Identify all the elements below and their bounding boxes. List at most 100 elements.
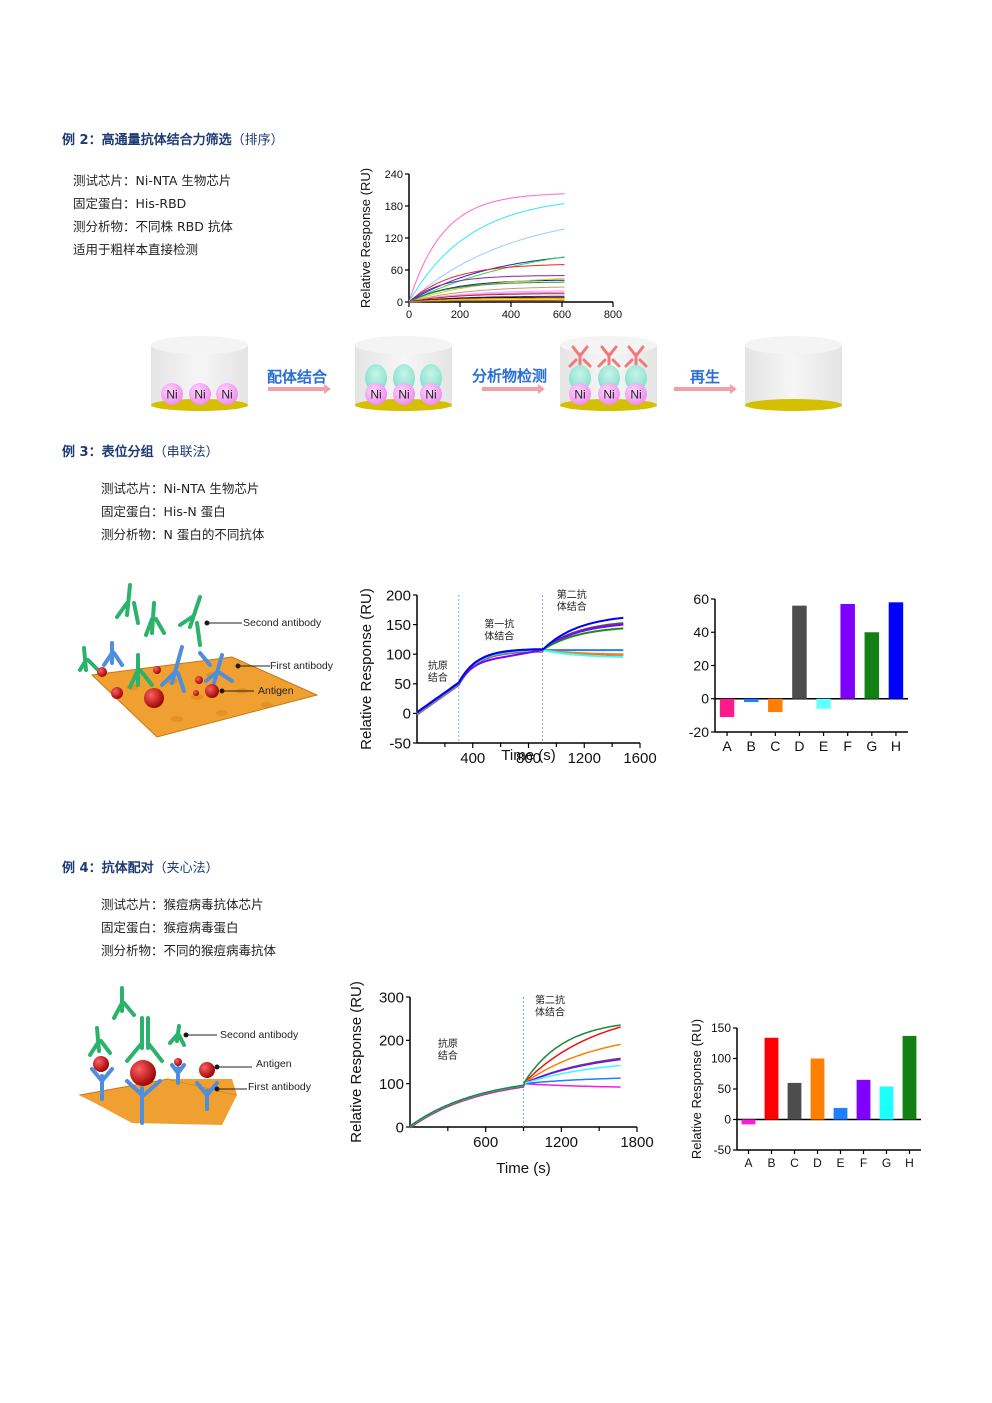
bar-H (888, 602, 904, 699)
second-antibody-icons (88, 986, 186, 1063)
bar-B (743, 698, 759, 703)
y-tick-label: 0 (724, 1113, 731, 1127)
example2-info: 测试芯片：Ni-NTA 生物芯片 固定蛋白：His-RBD 测分析物：不同株 R… (73, 169, 233, 261)
y-tick-label: 180 (385, 201, 403, 213)
phase-annotation: 抗原 (438, 1037, 458, 1050)
second-antibody-icons (78, 583, 202, 689)
x-tick-label: 400 (460, 750, 485, 767)
example4-title: 例 4：抗体配对（夹心法） (62, 857, 219, 876)
phase-annotation: 结合 (438, 1049, 458, 1062)
example2-title-main: 高通量抗体结合力筛选 (101, 133, 232, 148)
bar-F (840, 603, 855, 699)
y-tick-label: 240 (385, 169, 403, 181)
y-tick-label: 50 (394, 676, 411, 693)
x-tick-label: A (722, 738, 732, 754)
series-line-H (416, 616, 624, 714)
series-line-A (416, 649, 624, 716)
series-line-F (416, 623, 624, 714)
chip-cylinder-3: Ni Ni Ni (560, 336, 657, 411)
example4-sensorgram-chart: 0 100 200 300 600 1200 1800 Relative Response (… (348, 982, 654, 1177)
example2-title: 例 2：高通量抗体结合力筛选（排序） (62, 129, 284, 148)
x-tick-label: B (747, 738, 756, 754)
y-tick-label: 100 (379, 1076, 404, 1093)
y-tick-label: 0 (397, 297, 403, 309)
x-tick-label: 600 (553, 309, 571, 321)
phase-annotation: 体结合 (557, 600, 587, 613)
ni-label: Ni (194, 388, 205, 402)
ni-label: Ni (370, 388, 381, 402)
example4-title-sub: （夹心法） (153, 861, 219, 876)
example3-title-sub: （串联法） (153, 445, 219, 460)
y-tick-label: 0 (403, 706, 411, 723)
x-tick-label: 1600 (623, 750, 656, 767)
example2-title-prefix: 例 2： (62, 133, 102, 148)
antibody-icons (568, 345, 648, 368)
y-axis-label: Relative Response (RU) (358, 168, 373, 308)
x-tick-label: H (891, 738, 901, 754)
y-axis-label: Relative Response (RU) (689, 1019, 704, 1159)
ni-beads: Ni Ni Ni (161, 383, 238, 405)
phase-annotation: 第二抗 (535, 994, 565, 1007)
y-tick-label: 100 (386, 646, 411, 663)
x-axis-label: Time (s) (501, 747, 555, 764)
label-second-antibody: Second antibody (243, 617, 322, 629)
workflow-diagram: Ni Ni Ni Ni Ni Ni (0, 330, 992, 420)
y-tick-label: 100 (711, 1052, 731, 1066)
example2-title-sub: （排序） (231, 133, 284, 148)
first-antibody-icons (90, 1063, 219, 1125)
series-line-13 (408, 293, 565, 303)
x-tick-label: F (843, 738, 852, 754)
x-tick-label: 800 (604, 309, 622, 321)
x-axis-label: Time (s) (496, 1160, 550, 1177)
series-line-11 (408, 290, 565, 303)
antigen-icons (97, 666, 219, 708)
antigen-icons (93, 1056, 215, 1086)
info-line: 固定蛋白：His-RBD (73, 196, 187, 211)
x-tick-label: C (770, 738, 780, 754)
info-line: 测试芯片：猴痘病毒抗体芯片 (101, 897, 264, 912)
series-line-18 (408, 299, 565, 303)
arrow-icon (482, 384, 545, 394)
sandwich-illustration: Second antibody Antigen First antibody (78, 986, 312, 1125)
phase-annotation: 第二抗 (557, 588, 587, 601)
x-tick-label: F (860, 1156, 867, 1170)
example3-sensorgram-chart: -50 0 50 100 150 200 400 800 1200 1600 Relative Re… (358, 587, 657, 767)
example2-kinetics-chart: 0 60 120 180 240 0 200 400 600 800 Relative Respon… (358, 168, 622, 321)
x-tick-label: G (882, 1156, 891, 1170)
example3-info: 测试芯片：Ni-NTA 生物芯片 固定蛋白：His-N 蛋白 测分析物：N 蛋白… (101, 477, 264, 546)
series-line-A (409, 1082, 621, 1129)
phase-annotation: 体结合 (484, 630, 514, 643)
workflow-step-ligand-binding: 配体结合 (267, 368, 328, 386)
info-line: 测试芯片：Ni-NTA 生物芯片 (73, 173, 232, 188)
x-tick-label: E (836, 1156, 844, 1170)
y-tick-label: 150 (711, 1021, 731, 1035)
series-line-1 (408, 203, 565, 303)
ni-label: Ni (425, 388, 436, 402)
label-second-antibody: Second antibody (220, 1029, 299, 1041)
x-tick-label: 1800 (620, 1134, 653, 1151)
bar-G (879, 1086, 894, 1120)
x-tick-label: A (744, 1156, 752, 1170)
bar-C (787, 1082, 802, 1120)
series-line-5 (408, 264, 565, 303)
info-line: 测分析物：不同的猴痘病毒抗体 (101, 943, 277, 958)
x-tick-label: G (866, 738, 877, 754)
series-line-C (416, 649, 624, 715)
series-line-G (416, 627, 624, 714)
workflow-step-analyte-detection: 分析物检测 (472, 367, 548, 385)
series-line-15 (408, 296, 565, 303)
example3-title: 例 3：表位分组（串联法） (62, 441, 219, 460)
y-tick-label: 40 (693, 624, 709, 640)
phase-annotation: 第一抗 (484, 618, 514, 631)
chip-cylinder-1: Ni Ni Ni (151, 336, 248, 411)
example3-title-main: 表位分组 (101, 445, 154, 460)
epitope-binning-illustration: Second antibody First antibody Antigen (78, 583, 334, 738)
info-line: 固定蛋白：猴痘病毒蛋白 (101, 920, 239, 935)
arrow-icon (674, 384, 737, 394)
series-line-6 (408, 275, 565, 303)
first-antibody-icons (102, 641, 234, 693)
phase-annotation: 抗原 (428, 659, 448, 672)
x-tick-label: D (813, 1156, 822, 1170)
label-first-antibody: First antibody (270, 660, 334, 672)
y-tick-label: 0 (701, 691, 709, 707)
